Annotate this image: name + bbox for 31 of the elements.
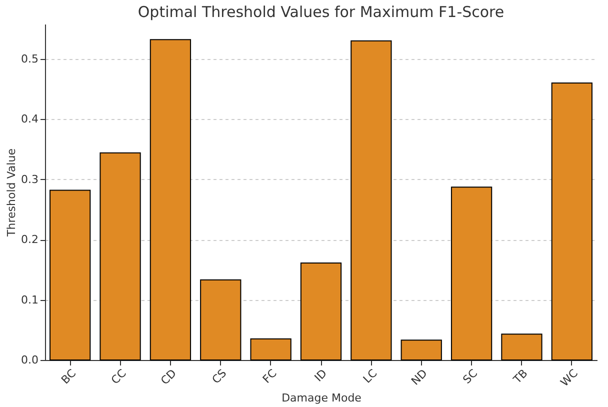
bar	[50, 190, 91, 360]
bar	[450, 186, 492, 360]
bar	[400, 340, 442, 360]
x-tick-label: CC	[108, 366, 129, 387]
x-tick-label: CS	[210, 366, 230, 386]
x-tick-label: ND	[408, 366, 430, 388]
y-tick-label: 0.2	[21, 233, 38, 246]
x-axis-title: Damage Mode	[282, 391, 362, 404]
y-tick-label: 0.0	[21, 354, 38, 366]
bar	[150, 39, 192, 360]
chart-title: Optimal Threshold Values for Maximum F1-Score	[138, 3, 504, 21]
bar	[100, 152, 141, 360]
y-tick-label: 0.5	[21, 52, 38, 66]
bar	[250, 338, 292, 360]
y-axis-title: Threshold Value	[5, 148, 18, 238]
x-tick-label: TB	[510, 366, 530, 387]
x-tick-label: FC	[260, 366, 280, 386]
bar	[551, 82, 592, 360]
bar	[200, 279, 242, 360]
x-tick-label: LC	[360, 366, 380, 386]
bar	[501, 334, 542, 360]
x-tick-label: BC	[58, 366, 79, 387]
y-tick-label: 0.3	[21, 172, 38, 186]
x-tick-label: CD	[158, 366, 179, 388]
bar	[350, 40, 392, 360]
y-tick-label: 0.1	[21, 293, 38, 306]
x-tick-label: WC	[558, 366, 581, 390]
x-tick-label: ID	[312, 366, 330, 384]
y-tick-label: 0.4	[21, 112, 38, 126]
x-tick-label: SC	[460, 366, 480, 386]
bar	[300, 262, 342, 360]
